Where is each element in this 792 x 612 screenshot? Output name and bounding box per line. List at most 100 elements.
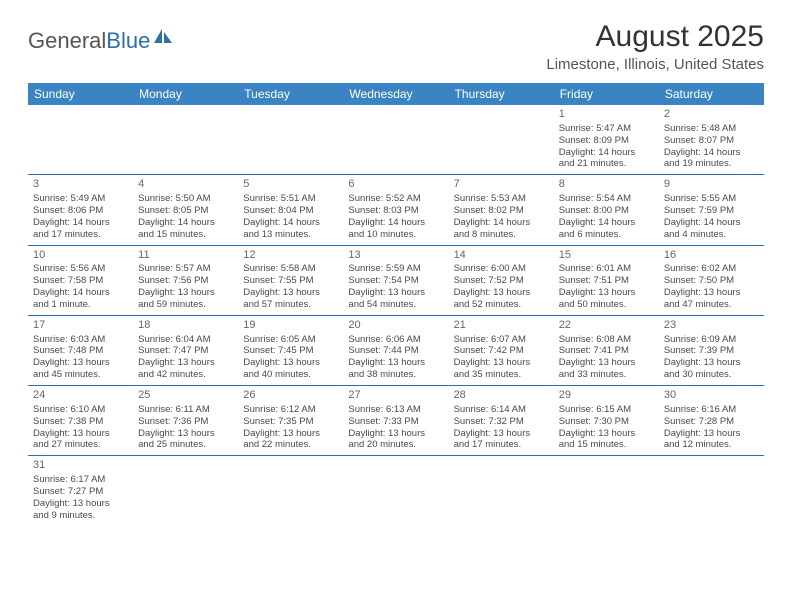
daylight-text: and 17 minutes. — [33, 229, 128, 241]
calendar-cell: 9Sunrise: 5:55 AMSunset: 7:59 PMDaylight… — [659, 175, 764, 244]
daylight-text: Daylight: 14 hours — [348, 217, 443, 229]
sunrise-text: Sunrise: 6:00 AM — [454, 263, 549, 275]
weekday-header-cell: Thursday — [449, 83, 554, 105]
sunset-text: Sunset: 7:32 PM — [454, 416, 549, 428]
sunset-text: Sunset: 8:03 PM — [348, 205, 443, 217]
daylight-text: and 19 minutes. — [664, 158, 759, 170]
calendar-cell-empty — [343, 105, 448, 174]
daylight-text: and 4 minutes. — [664, 229, 759, 241]
calendar-cell: 25Sunrise: 6:11 AMSunset: 7:36 PMDayligh… — [133, 386, 238, 455]
sunset-text: Sunset: 7:30 PM — [559, 416, 654, 428]
sunrise-text: Sunrise: 5:52 AM — [348, 193, 443, 205]
day-number: 12 — [243, 249, 338, 263]
daylight-text: and 30 minutes. — [664, 369, 759, 381]
sunrise-text: Sunrise: 6:10 AM — [33, 404, 128, 416]
weekday-header-cell: Friday — [554, 83, 659, 105]
day-number: 29 — [559, 389, 654, 403]
daylight-text: Daylight: 14 hours — [559, 147, 654, 159]
calendar-cell: 23Sunrise: 6:09 AMSunset: 7:39 PMDayligh… — [659, 316, 764, 385]
sunset-text: Sunset: 7:52 PM — [454, 275, 549, 287]
day-number: 30 — [664, 389, 759, 403]
day-number: 23 — [664, 319, 759, 333]
sunrise-text: Sunrise: 6:09 AM — [664, 334, 759, 346]
sunrise-text: Sunrise: 6:03 AM — [33, 334, 128, 346]
calendar-cell: 30Sunrise: 6:16 AMSunset: 7:28 PMDayligh… — [659, 386, 764, 455]
sunrise-text: Sunrise: 5:51 AM — [243, 193, 338, 205]
sunset-text: Sunset: 7:56 PM — [138, 275, 233, 287]
calendar-cell-empty — [238, 456, 343, 525]
calendar-cell-empty — [449, 456, 554, 525]
daylight-text: and 15 minutes. — [138, 229, 233, 241]
daylight-text: and 54 minutes. — [348, 299, 443, 311]
daylight-text: Daylight: 13 hours — [243, 287, 338, 299]
daylight-text: and 21 minutes. — [559, 158, 654, 170]
calendar-cell: 10Sunrise: 5:56 AMSunset: 7:58 PMDayligh… — [28, 246, 133, 315]
daylight-text: Daylight: 14 hours — [559, 217, 654, 229]
day-number: 5 — [243, 178, 338, 192]
daylight-text: Daylight: 13 hours — [454, 428, 549, 440]
daylight-text: Daylight: 13 hours — [348, 428, 443, 440]
sail-icon — [152, 27, 174, 50]
sunrise-text: Sunrise: 6:14 AM — [454, 404, 549, 416]
calendar-cell: 29Sunrise: 6:15 AMSunset: 7:30 PMDayligh… — [554, 386, 659, 455]
sunrise-text: Sunrise: 5:50 AM — [138, 193, 233, 205]
sunset-text: Sunset: 7:45 PM — [243, 345, 338, 357]
sunset-text: Sunset: 7:47 PM — [138, 345, 233, 357]
calendar-table: SundayMondayTuesdayWednesdayThursdayFrid… — [28, 83, 764, 526]
calendar-cell: 11Sunrise: 5:57 AMSunset: 7:56 PMDayligh… — [133, 246, 238, 315]
calendar-week-row: 24Sunrise: 6:10 AMSunset: 7:38 PMDayligh… — [28, 386, 764, 456]
calendar-cell: 8Sunrise: 5:54 AMSunset: 8:00 PMDaylight… — [554, 175, 659, 244]
calendar-cell-empty — [238, 105, 343, 174]
daylight-text: and 25 minutes. — [138, 439, 233, 451]
sunset-text: Sunset: 8:00 PM — [559, 205, 654, 217]
sunrise-text: Sunrise: 5:54 AM — [559, 193, 654, 205]
daylight-text: Daylight: 13 hours — [138, 287, 233, 299]
daylight-text: Daylight: 13 hours — [138, 357, 233, 369]
daylight-text: Daylight: 13 hours — [454, 287, 549, 299]
sunset-text: Sunset: 7:55 PM — [243, 275, 338, 287]
calendar-cell: 24Sunrise: 6:10 AMSunset: 7:38 PMDayligh… — [28, 386, 133, 455]
sunrise-text: Sunrise: 5:57 AM — [138, 263, 233, 275]
calendar-cell: 20Sunrise: 6:06 AMSunset: 7:44 PMDayligh… — [343, 316, 448, 385]
daylight-text: and 6 minutes. — [559, 229, 654, 241]
sunrise-text: Sunrise: 6:08 AM — [559, 334, 654, 346]
sunrise-text: Sunrise: 5:56 AM — [33, 263, 128, 275]
sunset-text: Sunset: 7:39 PM — [664, 345, 759, 357]
daylight-text: and 1 minute. — [33, 299, 128, 311]
daylight-text: Daylight: 13 hours — [664, 287, 759, 299]
day-number: 25 — [138, 389, 233, 403]
day-number: 21 — [454, 319, 549, 333]
calendar-cell: 12Sunrise: 5:58 AMSunset: 7:55 PMDayligh… — [238, 246, 343, 315]
weekday-header-cell: Wednesday — [343, 83, 448, 105]
daylight-text: Daylight: 13 hours — [33, 428, 128, 440]
calendar-cell-empty — [449, 105, 554, 174]
daylight-text: Daylight: 13 hours — [243, 428, 338, 440]
day-number: 11 — [138, 249, 233, 263]
daylight-text: Daylight: 13 hours — [664, 357, 759, 369]
sunrise-text: Sunrise: 5:59 AM — [348, 263, 443, 275]
daylight-text: Daylight: 13 hours — [33, 498, 128, 510]
calendar-week-row: 1Sunrise: 5:47 AMSunset: 8:09 PMDaylight… — [28, 105, 764, 175]
sunrise-text: Sunrise: 5:58 AM — [243, 263, 338, 275]
sunset-text: Sunset: 8:04 PM — [243, 205, 338, 217]
weekday-header-cell: Sunday — [28, 83, 133, 105]
calendar-cell: 14Sunrise: 6:00 AMSunset: 7:52 PMDayligh… — [449, 246, 554, 315]
calendar-cell: 2Sunrise: 5:48 AMSunset: 8:07 PMDaylight… — [659, 105, 764, 174]
weekday-header-cell: Monday — [133, 83, 238, 105]
daylight-text: Daylight: 13 hours — [664, 428, 759, 440]
daylight-text: Daylight: 13 hours — [138, 428, 233, 440]
weekday-header-cell: Tuesday — [238, 83, 343, 105]
sunrise-text: Sunrise: 6:06 AM — [348, 334, 443, 346]
day-number: 10 — [33, 249, 128, 263]
sunrise-text: Sunrise: 6:16 AM — [664, 404, 759, 416]
calendar-cell: 22Sunrise: 6:08 AMSunset: 7:41 PMDayligh… — [554, 316, 659, 385]
logo-text-general: General — [28, 28, 106, 54]
sunset-text: Sunset: 7:35 PM — [243, 416, 338, 428]
daylight-text: and 13 minutes. — [243, 229, 338, 241]
sunset-text: Sunset: 7:36 PM — [138, 416, 233, 428]
daylight-text: and 12 minutes. — [664, 439, 759, 451]
daylight-text: and 15 minutes. — [559, 439, 654, 451]
calendar-cell-empty — [659, 456, 764, 525]
calendar-cell-empty — [28, 105, 133, 174]
calendar-cell: 6Sunrise: 5:52 AMSunset: 8:03 PMDaylight… — [343, 175, 448, 244]
